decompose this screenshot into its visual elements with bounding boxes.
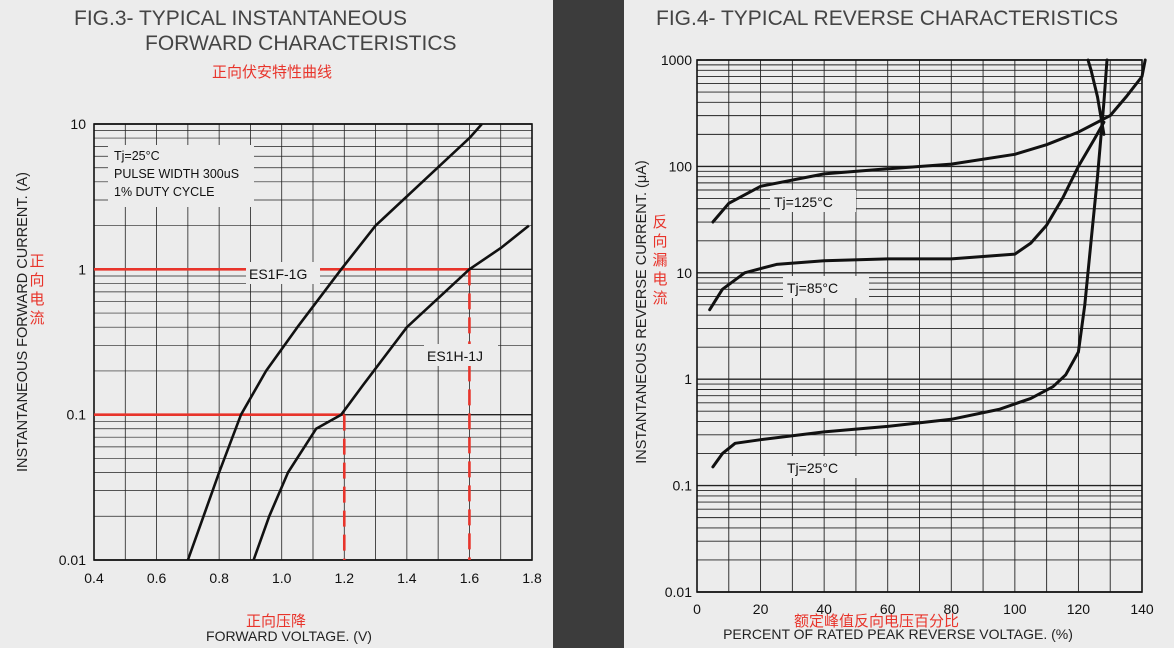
fig4-ylabel-cn: 反向漏电流 xyxy=(652,213,668,307)
y-tick-label: 0.1 xyxy=(673,478,693,494)
fig4-xlabel-cn: 额定峰值反向电压百分比 xyxy=(794,612,960,630)
fig4-title: FIG.4- TYPICAL REVERSE CHARACTERISTICS xyxy=(656,7,1119,30)
y-axis-label: INSTANTANEOUS FORWARD CURRENT. (A) xyxy=(15,172,31,472)
x-tick-label: 1.0 xyxy=(272,570,292,586)
plot-frame xyxy=(696,59,1143,593)
x-tick-label: 40 xyxy=(816,601,832,617)
y-tick-label: 10 xyxy=(676,265,692,281)
x-axis-label: PERCENT OF RATED PEAK REVERSE VOLTAGE. (… xyxy=(723,626,1073,642)
x-tick-label: 1.4 xyxy=(397,570,417,586)
x-tick-label: 0 xyxy=(693,601,701,617)
fig3-xlabel-cn: 正向压降 xyxy=(246,612,307,630)
series-line xyxy=(708,120,1106,312)
condition-text: 1% DUTY CYCLE xyxy=(114,185,215,199)
series-label-bg xyxy=(424,344,498,366)
x-tick-label: 1.2 xyxy=(335,570,355,586)
series-line xyxy=(711,58,1109,469)
x-tick-label: 60 xyxy=(880,601,896,617)
fig3-title-line2: FORWARD CHARACTERISTICS xyxy=(145,32,457,55)
forward-characteristics-chart: Tj=25°C PULSE WIDTH 300uS 1% DUTY CYCLE ES1… xyxy=(15,116,542,644)
x-tick-label: 1.8 xyxy=(522,570,542,586)
fig3-subtitle-cn: 正向伏安特性曲线 xyxy=(212,63,333,81)
x-tick-label: 0.6 xyxy=(147,570,167,586)
series-label: ES1F-1G xyxy=(249,266,307,282)
series-label-bg xyxy=(783,456,869,478)
fig3-ylabel-cn: 正向电流 xyxy=(29,252,45,327)
y-tick-label: 1 xyxy=(684,371,692,387)
x-tick-label: 0.4 xyxy=(84,570,104,586)
x-tick-label: 80 xyxy=(943,601,959,617)
y-tick-label: 0.1 xyxy=(67,407,87,423)
series-line xyxy=(252,224,530,561)
condition-text: Tj=25°C xyxy=(114,149,160,163)
plot-frame xyxy=(93,123,533,561)
y-tick-label: 0.01 xyxy=(59,552,86,568)
x-tick-label: 140 xyxy=(1130,601,1154,617)
series-label: Tj=85°C xyxy=(787,280,838,296)
condition-text: PULSE WIDTH 300uS xyxy=(114,167,239,181)
x-tick-label: 0.8 xyxy=(209,570,229,586)
series-label-bg xyxy=(246,262,320,284)
reverse-chart-panel: FIG.4- TYPICAL REVERSE CHARACTERISTICS 反… xyxy=(624,0,1174,648)
y-tick-label: 1 xyxy=(78,261,86,277)
y-axis-label: INSTANTANEOUS REVERSE CURRENT. (μA) xyxy=(634,160,650,464)
x-tick-label: 120 xyxy=(1067,601,1091,617)
x-tick-label: 20 xyxy=(753,601,769,617)
x-axis-label: FORWARD VOLTAGE. (V) xyxy=(206,628,372,644)
x-tick-label: 100 xyxy=(1003,601,1027,617)
y-tick-label: 1000 xyxy=(661,52,692,68)
series-label: Tj=25°C xyxy=(787,460,838,476)
y-tick-label: 10 xyxy=(70,116,86,132)
series-line xyxy=(1086,58,1106,136)
series-label-bg xyxy=(770,190,856,212)
series-label: ES1H-1J xyxy=(427,348,483,364)
x-tick-label: 1.6 xyxy=(460,570,480,586)
reverse-characteristics-chart: Tj=125°C Tj=85°C Tj=25°C 0 20 40 60 80 100 120 140… xyxy=(634,52,1154,642)
series-line xyxy=(186,123,483,561)
conditions-box xyxy=(108,145,254,207)
series-label: Tj=125°C xyxy=(774,194,833,210)
series-line xyxy=(711,58,1147,224)
series-label-bg xyxy=(783,276,869,298)
forward-chart-panel: FIG.3- TYPICAL INSTANTANEOUS FORWARD CHA… xyxy=(0,0,553,648)
y-tick-label: 0.01 xyxy=(665,584,692,600)
y-tick-label: 100 xyxy=(669,158,693,174)
fig3-title-line1: FIG.3- TYPICAL INSTANTANEOUS xyxy=(74,7,407,30)
